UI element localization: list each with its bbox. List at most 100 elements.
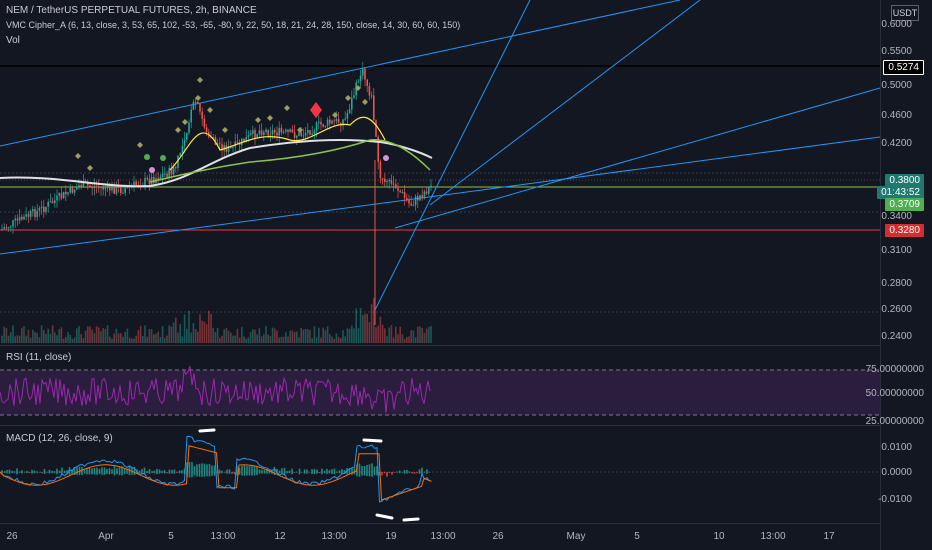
volume-bar [89, 326, 91, 343]
macd-histogram-bar [71, 469, 73, 474]
candle-body [258, 130, 261, 134]
indicator-legend[interactable]: VMC Cipher_A (6, 13, close, 3, 53, 65, 1… [6, 20, 461, 30]
macd-histogram-bar [341, 469, 343, 474]
candle-body [113, 186, 115, 194]
candle-body [377, 136, 379, 162]
price-tick: 0.5000 [881, 80, 912, 91]
candle-body [236, 141, 239, 143]
macd-histogram-bar [3, 471, 6, 473]
candle-body [403, 192, 406, 198]
candle-body [430, 185, 432, 187]
macd-histogram-bar [361, 465, 363, 476]
macd-histogram-bar [121, 466, 123, 476]
volume-bar [73, 337, 76, 343]
volume-bar [139, 325, 142, 343]
volume-bar [179, 323, 181, 343]
volume-bar [214, 332, 217, 343]
volume-bar [355, 308, 357, 343]
trendline-upper[interactable] [0, 0, 681, 147]
volume-bar [12, 325, 14, 343]
macd-histogram-bar [396, 471, 398, 473]
macd-histogram-bar [338, 470, 341, 474]
trendline-ray-3[interactable] [429, 0, 701, 206]
price-axis-separator [880, 0, 881, 550]
macd-histogram-bar [298, 468, 301, 475]
volume-bar [271, 327, 274, 343]
macd-histogram-bar [336, 471, 338, 473]
trendline-ray-2[interactable] [374, 0, 531, 311]
macd-legend[interactable]: MACD (12, 26, close, 9) [6, 433, 113, 444]
candle-body [373, 95, 375, 121]
olive-diamond-signal [362, 99, 368, 105]
macd-histogram-bar [413, 472, 416, 474]
ema-white-line [0, 139, 433, 188]
price-tick: 0.3100 [881, 245, 912, 256]
macd-histogram-bar [43, 468, 46, 475]
volume-bar [241, 326, 243, 343]
macd-tick: 0.0000 [881, 467, 912, 478]
candle-body [227, 146, 230, 152]
volume-bar [318, 327, 320, 343]
macd-histogram-bar [123, 468, 126, 475]
time-tick: Apr [98, 531, 114, 542]
candle-body [34, 209, 36, 218]
macd-histogram-bar [56, 468, 58, 475]
candle-body [269, 134, 272, 136]
macd-histogram-bar [253, 466, 256, 476]
candle-body [38, 207, 41, 211]
macd-histogram-bar [278, 470, 281, 474]
currency-unit-label[interactable]: USDT [891, 5, 919, 21]
volume-bar [430, 325, 432, 343]
candle-body [170, 167, 173, 175]
volume-bar [428, 326, 430, 343]
volume-bar [331, 336, 333, 343]
macd-histogram-bar [423, 471, 426, 473]
candle-body [243, 138, 245, 143]
volume-bar [243, 336, 245, 343]
candle-body [381, 178, 384, 180]
candle-body [80, 185, 82, 188]
time-tick: 17 [823, 531, 835, 542]
volume-bar [245, 338, 247, 343]
candle-body [311, 133, 313, 135]
time-tick: 19 [385, 531, 397, 542]
volume-bar [287, 336, 289, 343]
macd-histogram-bar [376, 465, 378, 476]
trendline-lower[interactable] [0, 136, 881, 255]
macd-histogram-bar [53, 471, 56, 473]
volume-bar [368, 322, 371, 343]
rsi-tick: 25.00000000 [865, 416, 924, 427]
macd-histogram-bar [156, 468, 158, 475]
olive-diamond-signal [267, 115, 273, 121]
trendline-ray-1[interactable] [394, 87, 881, 229]
volume-bar [71, 338, 74, 343]
rsi-legend[interactable]: RSI (11, close) [6, 352, 72, 363]
candle-body [16, 218, 19, 221]
volume-bar [32, 329, 34, 343]
pane-separator-rsi[interactable] [0, 345, 880, 346]
candle-body [326, 119, 329, 126]
symbol-legend[interactable]: NEM / TetherUS PERPETUAL FUTURES, 2h, BI… [6, 5, 257, 16]
volume-bar [168, 325, 170, 343]
candle-body [1, 228, 3, 230]
candle-body [40, 206, 43, 208]
olive-diamond-signal [345, 95, 351, 101]
volume-bar [425, 328, 428, 343]
volume-legend[interactable]: Vol [6, 35, 20, 46]
macd-histogram-bar [91, 468, 93, 475]
volume-bar [276, 330, 278, 343]
candle-body [348, 109, 351, 114]
macd-histogram-bar [393, 472, 396, 473]
candle-body [51, 201, 54, 203]
candle-body [300, 132, 302, 136]
olive-diamond-signal [195, 95, 201, 101]
candle-body [183, 139, 186, 146]
volume-bar [410, 330, 412, 343]
candle-body [322, 124, 324, 127]
pane-separator-macd[interactable] [0, 425, 880, 426]
candle-body [122, 192, 124, 194]
volume-bar [98, 327, 100, 343]
candle-body [333, 120, 335, 122]
volume-bar [280, 336, 283, 343]
